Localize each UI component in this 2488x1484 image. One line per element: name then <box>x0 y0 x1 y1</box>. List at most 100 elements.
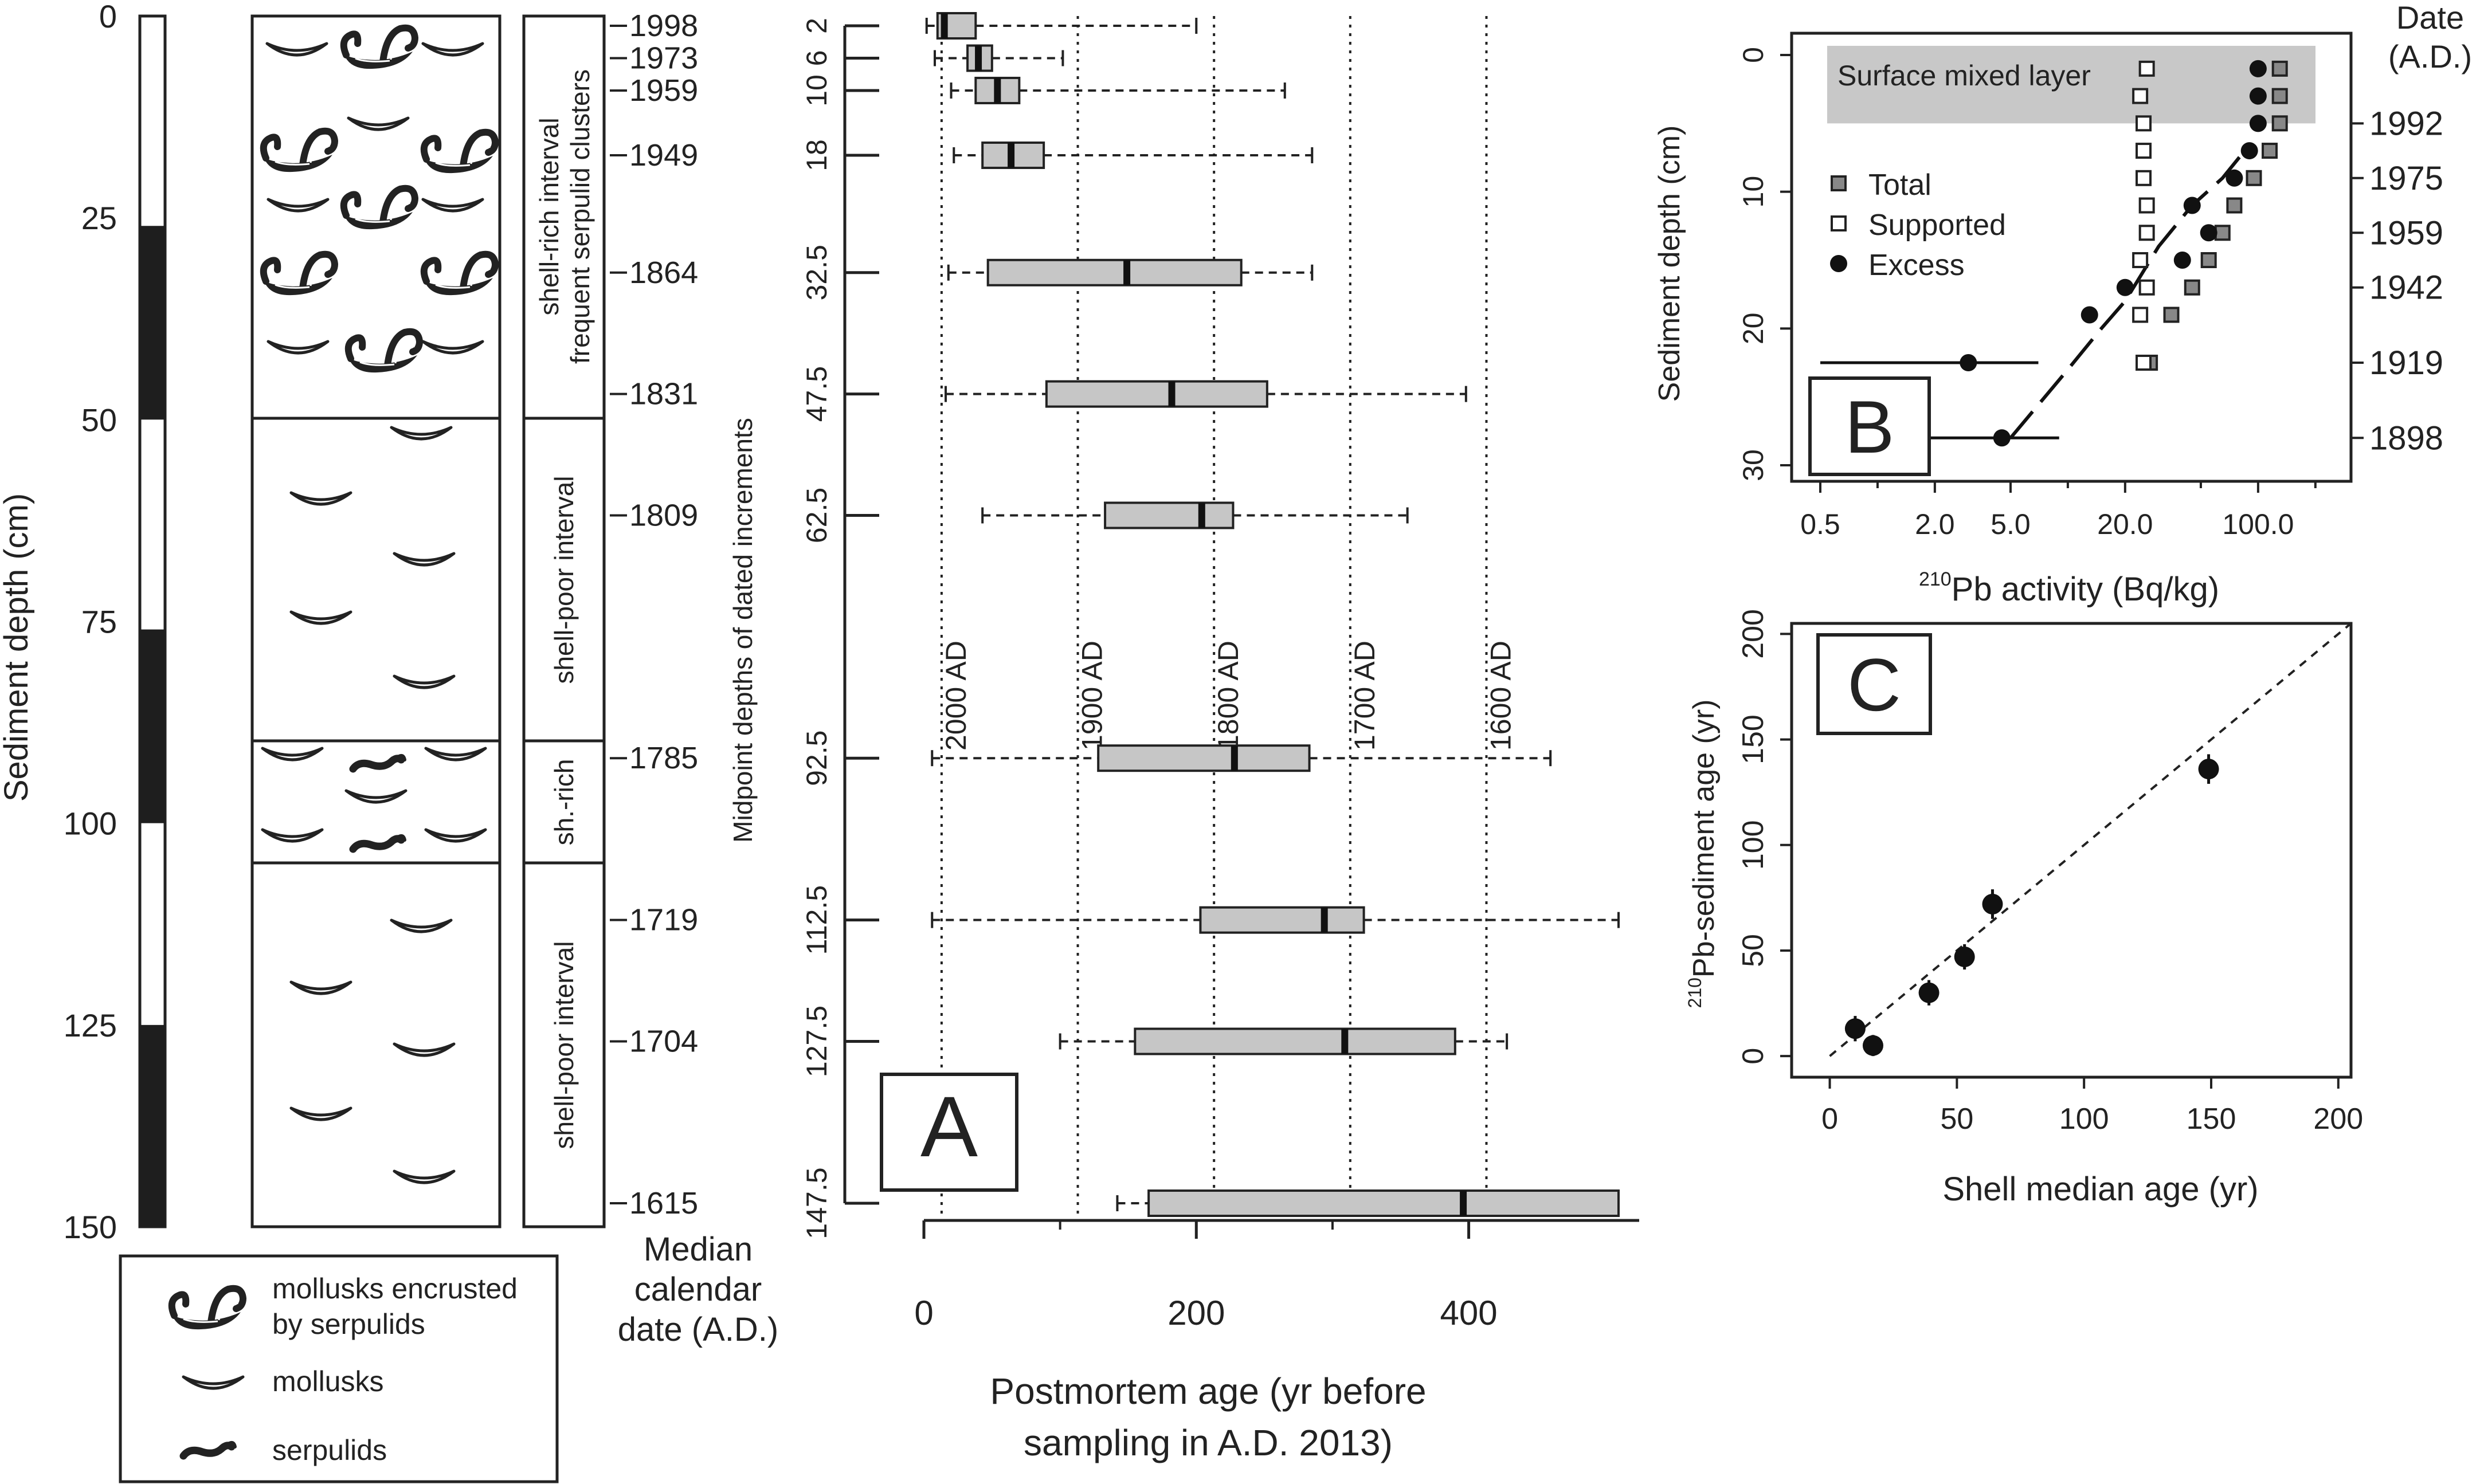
panel-b-label-box <box>1808 376 1931 476</box>
core-depth-tick-label: 125 <box>64 1007 117 1043</box>
right-axis-date-label: 1975 <box>2369 160 2443 197</box>
panel-b-axes: 0.5 2.0 5.0 20.0 100.0 0 10 20 30 1992 1975 1959 194… <box>1737 47 2443 540</box>
panel-b-frame <box>1790 32 2353 483</box>
supported-activity-marker <box>2138 225 2155 241</box>
excess-fit-line <box>2009 150 2246 439</box>
y-tick-label: 32.5 <box>801 245 833 300</box>
iqr-box <box>1199 906 1365 934</box>
dates-label-line: calendar <box>634 1271 762 1308</box>
panel-c-x-axis-label: Shell median age (yr) <box>1942 1171 2258 1208</box>
median-date-label: 1973 <box>629 41 698 75</box>
panel-c-comparison: 0 50 100 150 200 0 50 100 150 200 Shell median ag… <box>1684 609 2363 1208</box>
right-axis-title-line: Date <box>2396 0 2464 36</box>
y-tick-label: 20 <box>1737 313 1769 345</box>
y-tick-label: 150 <box>1737 714 1770 764</box>
data-point <box>1862 1035 1883 1056</box>
x-tick-label: 0 <box>1821 1102 1838 1136</box>
panel-a-y-axis-label: Midpoint depths of dated increments <box>728 418 758 843</box>
supported-activity-marker <box>2132 307 2149 323</box>
x-tick-label: 0 <box>914 1294 933 1332</box>
y-axis-label-text: Pb-sediment age (yr) <box>1687 700 1721 978</box>
y-tick-label: 147.5 <box>801 1167 833 1239</box>
x-tick-label: 20.0 <box>2097 508 2153 540</box>
total-activity-marker <box>2226 197 2243 214</box>
panel-c-label-box <box>1816 633 1932 735</box>
median-date-label: 1998 <box>629 9 698 43</box>
supported-activity-marker <box>2136 115 2152 132</box>
data-point <box>1918 982 1940 1003</box>
panel-c-label: C <box>1847 643 1901 727</box>
median-date-label: 1864 <box>629 256 698 290</box>
excess-activity-marker <box>2249 87 2267 105</box>
x-tick-label: 100 <box>2059 1102 2109 1136</box>
surface-mixed-layer-label: Surface mixed layer <box>1837 60 2091 92</box>
right-axis-date-label: 1898 <box>2369 419 2443 457</box>
iqr-box <box>1104 501 1235 529</box>
panel-c-y-axis-label: 210Pb-sediment age (yr) <box>1684 700 1721 1008</box>
right-axis-date-label: 1942 <box>2369 269 2443 307</box>
iqr-box <box>1045 380 1268 408</box>
legend-encrusted-line: by serpulids <box>272 1308 425 1340</box>
y-tick-label: 10 <box>1737 176 1769 208</box>
core-black-segment <box>140 226 165 420</box>
panel-a-y-axis: 2 6 10 18 32.5 47.5 62.5 92.5 112.5 127.5 147.5 <box>801 18 879 1239</box>
interval-label-line: shell-rich interval <box>534 117 564 315</box>
panel-a-boxplot: Midpoint depths of dated increments 2000… <box>728 12 1639 1463</box>
panel-c-data <box>1829 622 2352 1057</box>
interval-label-poor2: shell-poor interval <box>549 941 579 1149</box>
total-activity-marker <box>2184 279 2200 296</box>
total-activity-marker <box>2246 170 2262 186</box>
total-activity-marker <box>2271 115 2288 132</box>
excess-activity-marker <box>2200 224 2217 242</box>
core-depth-tick-label: 0 <box>99 0 117 34</box>
data-point <box>1844 1018 1866 1039</box>
core-black-segments <box>140 226 165 1227</box>
supported-activity-marker <box>2138 279 2155 296</box>
excess-activity-marker <box>2226 169 2243 187</box>
data-point <box>1982 893 2003 914</box>
y-tick-label: 30 <box>1737 449 1769 481</box>
right-axis-date-label: 1959 <box>2369 214 2443 252</box>
total-activity-marker <box>2271 88 2288 104</box>
excess-activity-marker <box>1993 429 2011 447</box>
excess-activity-marker <box>2173 252 2191 269</box>
x-tick-label: 50 <box>1940 1102 1973 1136</box>
right-axis-date-label: 1992 <box>2369 105 2443 142</box>
excess-activity-marker <box>2249 115 2267 132</box>
panel-c-frame <box>1790 622 2353 1079</box>
x-tick-label: 200 <box>2313 1102 2363 1136</box>
data-point <box>2198 759 2219 780</box>
excess-activity-marker <box>2249 60 2267 77</box>
surface-mixed-layer-band <box>1827 46 2315 124</box>
panel-b-y-axis-label: Sediment depth (cm) <box>1653 125 1686 402</box>
median-date-label: 1831 <box>629 377 698 411</box>
supported-activity-marker <box>2132 252 2149 268</box>
median-date-label: 1949 <box>629 138 698 172</box>
y-tick-label: 92.5 <box>801 731 833 786</box>
median-date-label: 1959 <box>629 73 698 108</box>
y-tick-label: 0 <box>1737 1048 1770 1065</box>
legend-excess-marker <box>1830 255 1847 272</box>
right-axis-title-line: (A.D.) <box>2388 38 2472 74</box>
reference-line-label: 1600 AD <box>1484 641 1517 751</box>
median-date-label: 1809 <box>629 498 698 532</box>
x-tick-label: 2.0 <box>1915 508 1955 540</box>
core-depth-tick-label: 75 <box>81 604 117 640</box>
reference-line-label: 1900 AD <box>1076 641 1108 751</box>
x-tick-label: 0.5 <box>1800 508 1840 540</box>
supported-activity-marker <box>2136 143 2152 159</box>
panel-a-label-box <box>880 1073 1018 1192</box>
y-tick-label: 6 <box>801 50 833 66</box>
panel-a-x-axis: 0 200 400 <box>914 1219 1639 1332</box>
core-black-segment <box>140 1024 165 1227</box>
y-tick-label: 200 <box>1737 609 1770 659</box>
y-tick-label: 2 <box>801 18 833 34</box>
y-tick-label: 50 <box>1737 934 1770 967</box>
total-activity-marker <box>2262 143 2278 159</box>
y-tick-label: 47.5 <box>801 366 833 422</box>
panel-a-boxes <box>925 12 1620 1217</box>
excess-activity-marker <box>2240 142 2258 160</box>
excess-activity-marker <box>1960 354 1977 371</box>
